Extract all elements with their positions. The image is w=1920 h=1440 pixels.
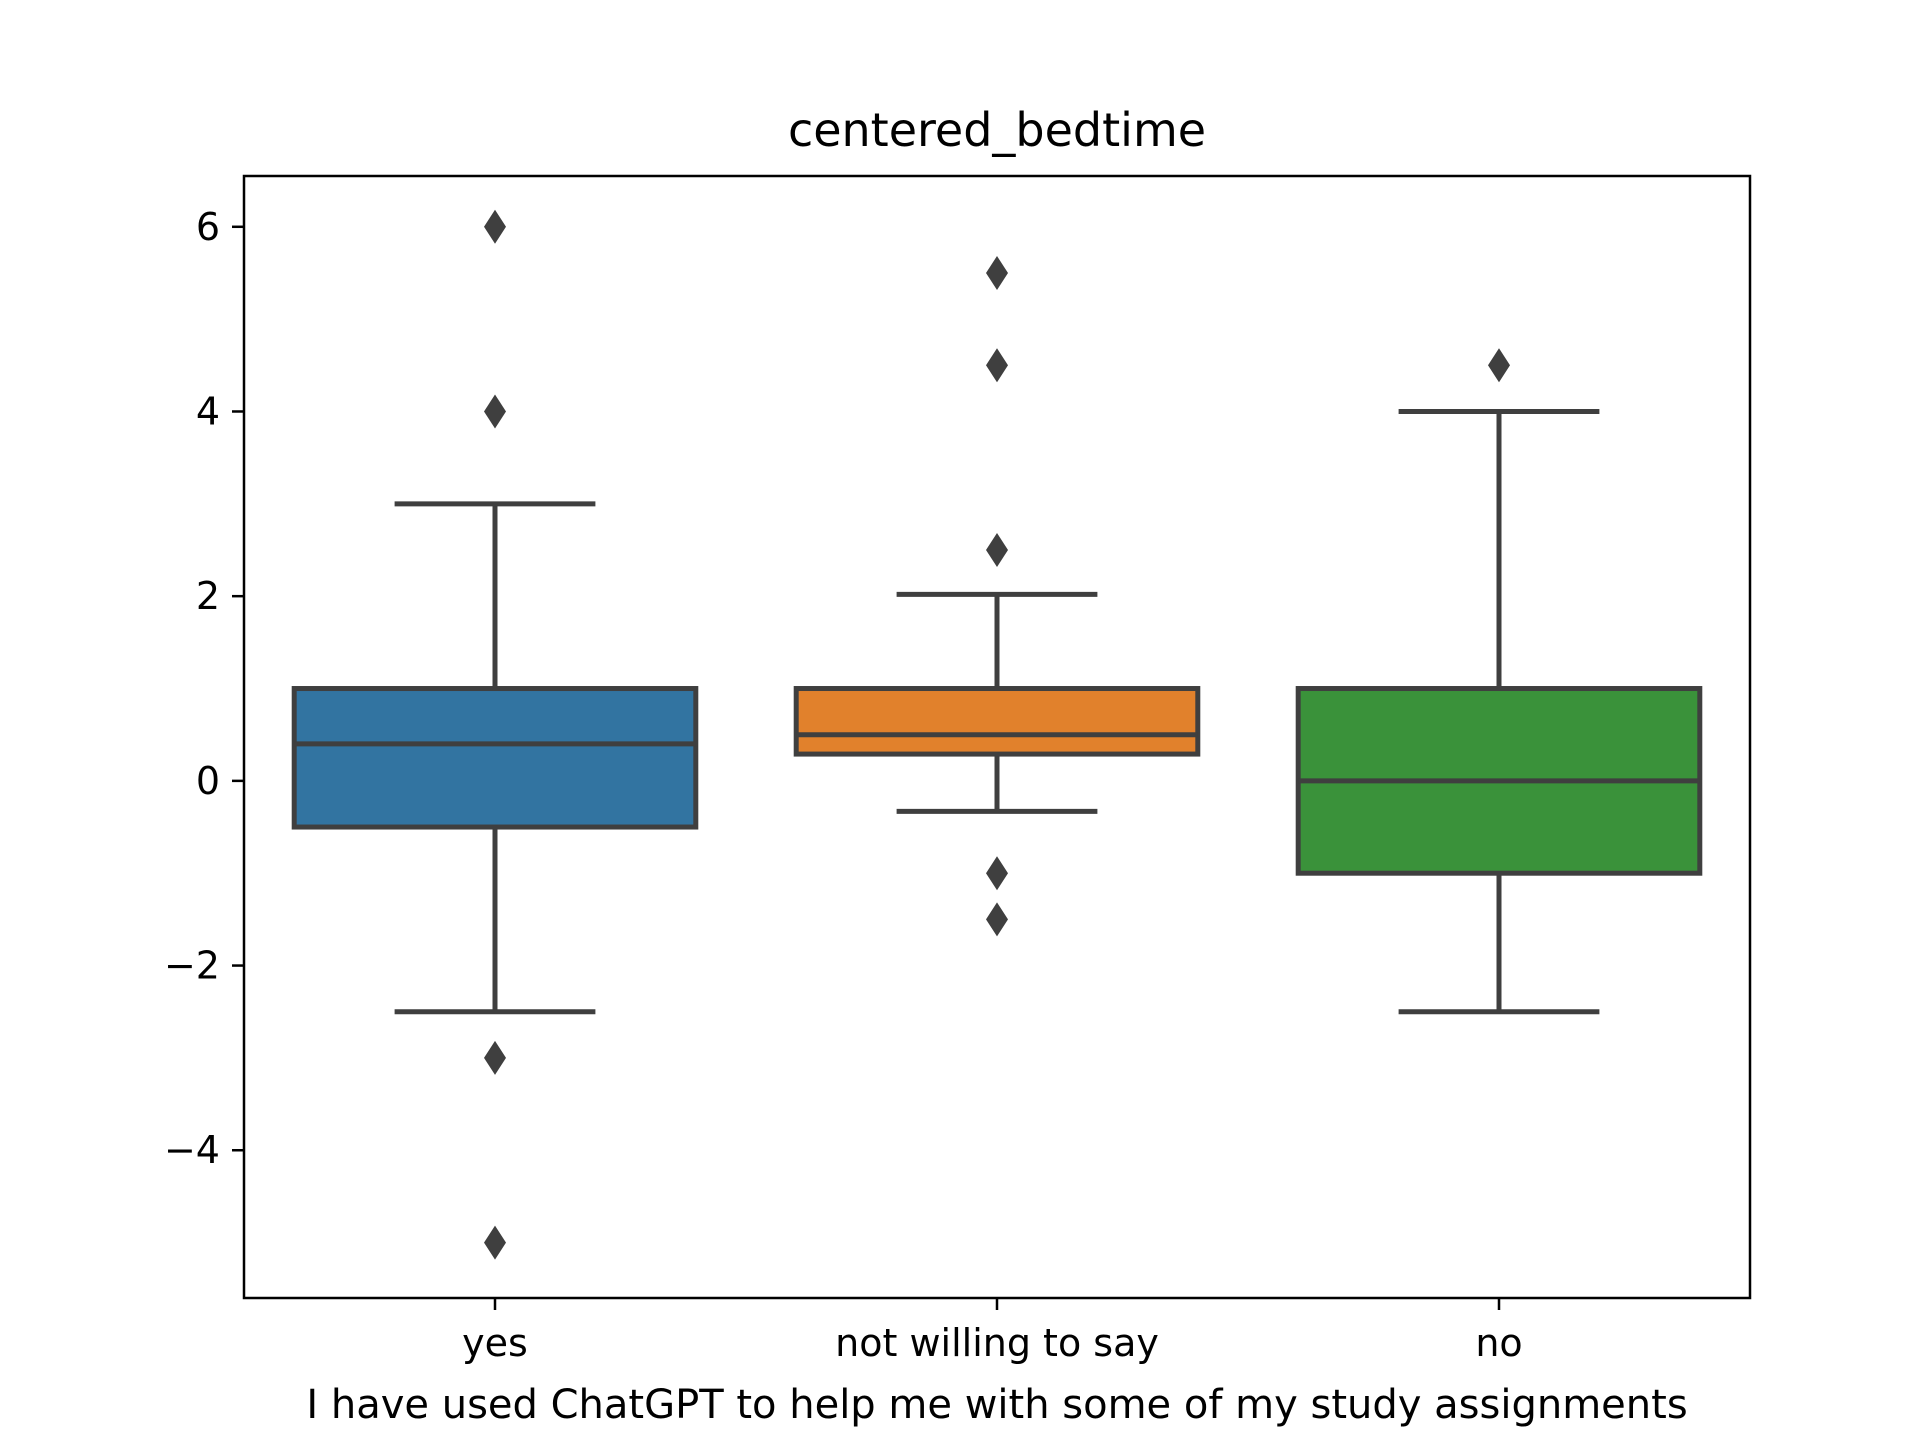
chart-title: centered_bedtime	[788, 103, 1206, 157]
y-tick-label: 2	[196, 574, 220, 618]
y-tick-label: 6	[196, 205, 220, 249]
outlier-point	[986, 348, 1008, 383]
outlier-point	[484, 1040, 506, 1075]
outlier-point	[986, 902, 1008, 937]
x-axis-label: I have used ChatGPT to help me with some…	[306, 1382, 1687, 1428]
iqr-box	[793, 686, 1201, 757]
outlier-point	[484, 394, 506, 429]
x-tick-label: yes	[462, 1321, 528, 1365]
outlier-point	[986, 533, 1008, 567]
outlier-point	[484, 1225, 506, 1260]
iqr-box	[291, 686, 699, 830]
boxes-layer	[291, 209, 1703, 1260]
y-axis: 6 4 2 0 −2 −4	[164, 205, 244, 1172]
box-group-2	[793, 255, 1201, 937]
outlier-point	[1488, 348, 1510, 383]
y-tick-label: 4	[196, 389, 220, 433]
box-group-3	[1295, 348, 1703, 1015]
y-tick-label: −2	[164, 944, 220, 988]
x-axis: yes not willing to say no	[462, 1298, 1523, 1365]
x-tick-label: no	[1475, 1321, 1522, 1365]
y-tick-label: 0	[196, 759, 220, 803]
outlier-point	[986, 255, 1008, 290]
outlier-point	[484, 209, 506, 244]
y-tick-label: −4	[164, 1128, 220, 1172]
box-group-1	[291, 209, 699, 1260]
outlier-point	[986, 856, 1008, 891]
x-tick-label: not willing to say	[835, 1321, 1159, 1365]
